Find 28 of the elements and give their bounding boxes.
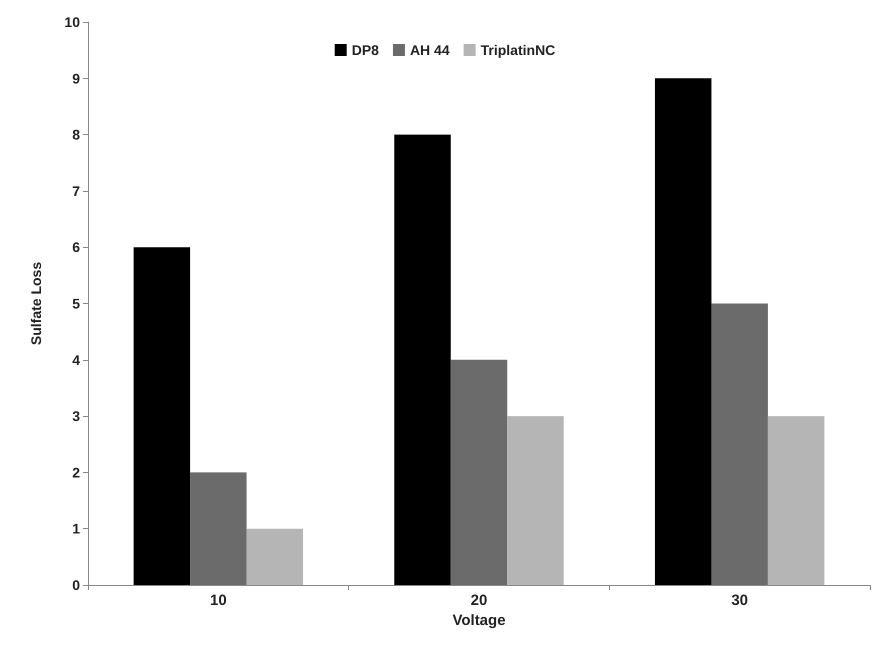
- bar: [134, 247, 190, 585]
- bar: [654, 78, 712, 585]
- bar: [711, 304, 768, 585]
- y-tick-label: 6: [72, 239, 80, 256]
- y-tick-label: 8: [72, 126, 80, 143]
- legend-label: AH 44: [410, 42, 450, 58]
- y-tick-label: 2: [72, 464, 80, 480]
- x-tick-label: 20: [470, 592, 488, 609]
- y-tick-label: 7: [72, 182, 80, 199]
- x-axis-title: Voltage: [452, 612, 506, 629]
- x-tick-label: 30: [731, 592, 748, 609]
- y-tick-label: 4: [72, 352, 80, 368]
- y-tick-label: 3: [72, 408, 80, 424]
- bar: [768, 416, 824, 585]
- legend-label: TriplatinNC: [480, 42, 556, 58]
- bar: [450, 360, 508, 585]
- bar: [246, 528, 304, 585]
- legend-label: DP8: [352, 42, 380, 58]
- bar: [507, 416, 564, 585]
- y-tick-label: 10: [64, 14, 80, 30]
- bar: [394, 134, 451, 585]
- y-tick-label: 5: [72, 296, 80, 312]
- x-tick-label: 10: [210, 592, 227, 609]
- y-axis-title: Sulfate Loss: [28, 262, 44, 346]
- bar: [190, 472, 247, 585]
- y-tick-label: 1: [72, 520, 80, 537]
- y-tick-label: 9: [72, 70, 80, 86]
- y-tick-label: 0: [72, 577, 80, 593]
